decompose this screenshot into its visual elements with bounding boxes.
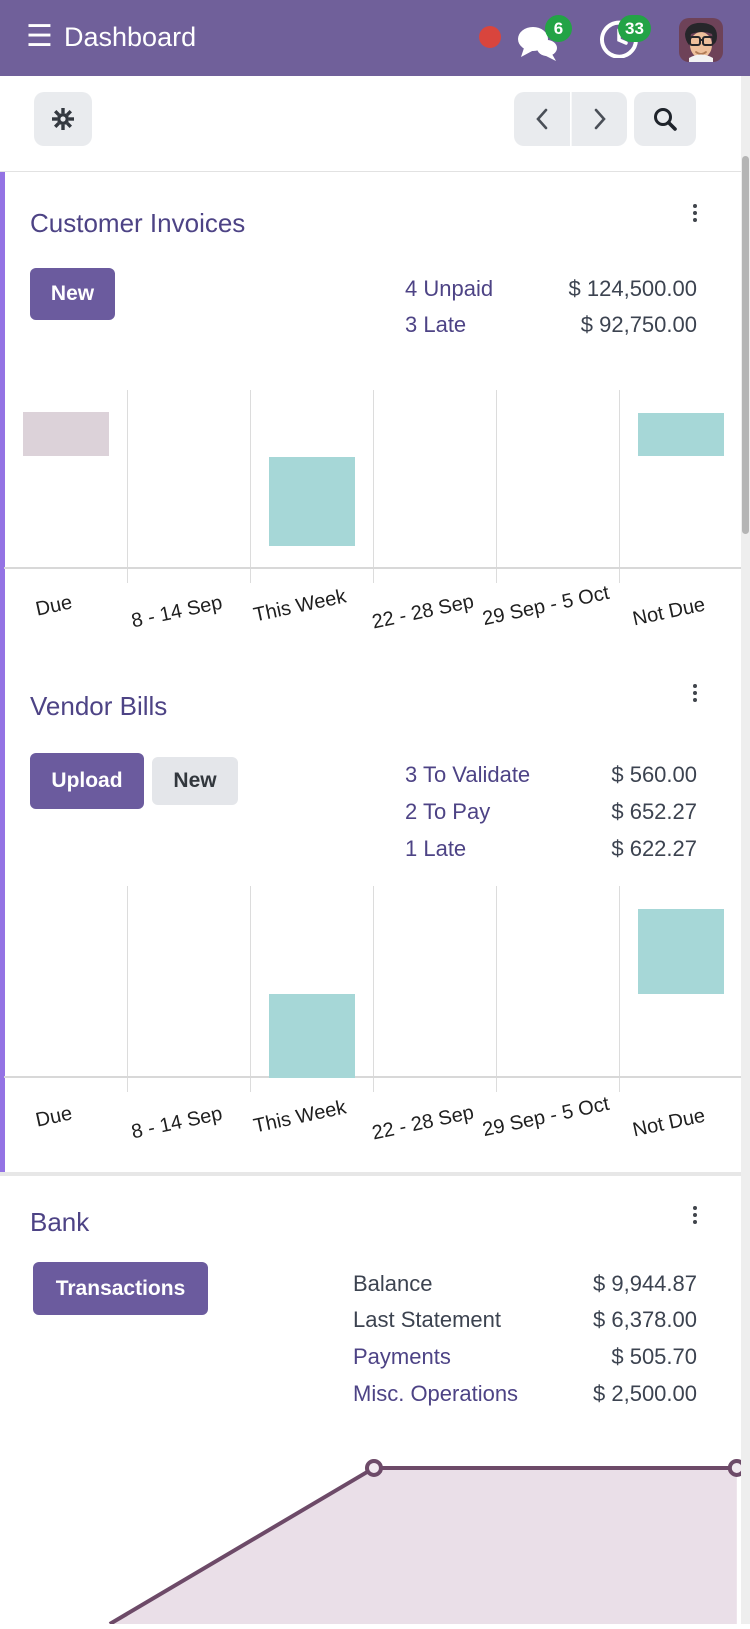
x-axis-label: 8 - 14 Sep (129, 591, 225, 633)
chart-gridline (619, 886, 620, 1092)
customer-invoices-card: Customer Invoices New 4 Unpaid $ 124,500… (0, 172, 750, 659)
bar-due[interactable] (23, 412, 109, 456)
bank-card: Bank Transactions Balance $ 9,944.87 Las… (0, 1176, 750, 1626)
bar-this-week[interactable] (269, 994, 355, 1078)
late-bills-link[interactable]: 1 Late (405, 836, 467, 861)
chevron-left-icon (536, 108, 548, 130)
stat-row: 2 To Pay $ 652.27 (0, 799, 697, 827)
upload-bill-button[interactable]: Upload (30, 753, 144, 809)
chart-gridline (619, 390, 620, 583)
stat-row: 3 To Validate $ 560.00 (0, 762, 697, 790)
x-axis-label: This Week (251, 585, 349, 627)
card-title-bank: Bank (30, 1207, 90, 1237)
search-button[interactable] (634, 92, 696, 146)
status-dot-icon[interactable] (479, 26, 501, 48)
chart-gridline (127, 390, 128, 583)
bar-this-week[interactable] (269, 457, 355, 546)
card-menu-kebab-icon[interactable] (684, 1202, 706, 1228)
chart-gridline (250, 390, 251, 583)
x-axis-label: 29 Sep - 5 Oct (480, 581, 612, 631)
previous-page-button[interactable] (514, 92, 570, 146)
late-invoices-amount: $ 92,750.00 (580, 312, 697, 337)
top-navbar: ☰ Dashboard 6 33 (0, 0, 750, 76)
bank-balance-amount: $ 9,944.87 (593, 1271, 697, 1296)
bills-to-validate-link[interactable]: 3 To Validate (405, 762, 531, 787)
bar-not-due[interactable] (638, 909, 724, 994)
chart-gridline (250, 886, 251, 1092)
chart-gridline (496, 390, 497, 583)
activities-count-badge[interactable]: 33 (618, 15, 651, 42)
x-axis-label: Due (33, 1102, 75, 1132)
payments-amount: $ 505.70 (611, 1344, 697, 1369)
x-axis-label: Not Due (630, 1104, 708, 1142)
stat-row: 3 Late $ 92,750.00 (0, 312, 697, 340)
bank-balance-area-chart (0, 1420, 746, 1626)
bar-not-due[interactable] (638, 413, 724, 456)
bank-balance-label: Balance (353, 1271, 433, 1296)
card-menu-kebab-icon[interactable] (684, 200, 706, 226)
card-menu-kebab-icon[interactable] (684, 680, 706, 706)
line-chart-marker[interactable] (364, 1458, 383, 1477)
invoices-bar-chart (4, 384, 742, 583)
hamburger-menu-icon[interactable]: ☰ (26, 20, 53, 53)
bills-to-pay-amount: $ 652.27 (611, 799, 697, 824)
search-icon (654, 108, 677, 131)
invoices-chart-axis: Due 8 - 14 Sep This Week 22 - 28 Sep 29 Sep … (4, 581, 742, 645)
x-axis-label: 22 - 28 Sep (370, 1101, 476, 1145)
x-axis-label: 8 - 14 Sep (129, 1102, 225, 1144)
chart-gridline (127, 886, 128, 1092)
new-bill-button[interactable]: New (152, 757, 238, 805)
bills-to-validate-amount: $ 560.00 (611, 762, 697, 787)
user-avatar[interactable] (679, 18, 723, 62)
payments-link[interactable]: Payments (353, 1344, 451, 1369)
x-axis-label: 29 Sep - 5 Oct (480, 1092, 612, 1142)
gear-icon (52, 108, 74, 130)
stat-row: Last Statement $ 6,378.00 (0, 1307, 697, 1335)
settings-button[interactable] (34, 92, 92, 146)
chart-gridline (373, 390, 374, 583)
unpaid-invoices-amount: $ 124,500.00 (568, 276, 697, 301)
messages-icon[interactable] (514, 24, 560, 64)
misc-operations-amount: $ 2,500.00 (593, 1381, 697, 1406)
chart-gridline (373, 886, 374, 1092)
misc-operations-link[interactable]: Misc. Operations (353, 1381, 519, 1406)
chart-baseline (4, 567, 742, 569)
stat-row: 4 Unpaid $ 124,500.00 (0, 276, 697, 304)
next-page-button[interactable] (571, 92, 627, 146)
late-invoices-link[interactable]: 3 Late (405, 312, 467, 337)
page-title: Dashboard (64, 22, 197, 52)
chevron-right-icon (594, 108, 606, 130)
bills-to-pay-link[interactable]: 2 To Pay (405, 799, 491, 824)
new-invoice-button[interactable]: New (30, 268, 115, 320)
late-bills-amount: $ 622.27 (611, 836, 697, 861)
stat-row: Misc. Operations $ 2,500.00 (0, 1381, 697, 1409)
stat-row: 1 Late $ 622.27 (0, 836, 697, 864)
x-axis-label: Not Due (630, 593, 708, 631)
vendor-bills-card: Vendor Bills Upload New 3 To Validate $ … (0, 658, 750, 1172)
chart-gridline (496, 886, 497, 1092)
unpaid-invoices-link[interactable]: 4 Unpaid (405, 276, 494, 301)
scrollbar-thumb[interactable] (742, 156, 749, 534)
card-divider (0, 1172, 750, 1176)
x-axis-label: Due (33, 591, 75, 621)
x-axis-label: 22 - 28 Sep (370, 590, 476, 634)
bills-bar-chart (4, 880, 742, 1092)
last-statement-amount: $ 6,378.00 (593, 1307, 697, 1332)
card-title-vendor-bills: Vendor Bills (30, 691, 168, 721)
messages-count-badge[interactable]: 6 (545, 15, 572, 42)
chart-baseline (4, 1076, 742, 1078)
last-statement-label: Last Statement (353, 1307, 501, 1332)
control-toolbar (0, 76, 750, 172)
x-axis-label: This Week (251, 1096, 349, 1138)
card-accent-stripe (0, 658, 5, 1172)
card-accent-stripe (0, 172, 5, 658)
stat-row: Balance $ 9,944.87 (0, 1271, 697, 1299)
bills-chart-axis: Due 8 - 14 Sep This Week 22 - 28 Sep 29 Sep … (4, 1092, 742, 1156)
scrollbar-track[interactable] (741, 76, 750, 1624)
card-title-customer-invoices: Customer Invoices (30, 208, 246, 238)
stat-row: Payments $ 505.70 (0, 1344, 697, 1372)
bank-transactions-button[interactable]: Transactions (33, 1262, 208, 1315)
